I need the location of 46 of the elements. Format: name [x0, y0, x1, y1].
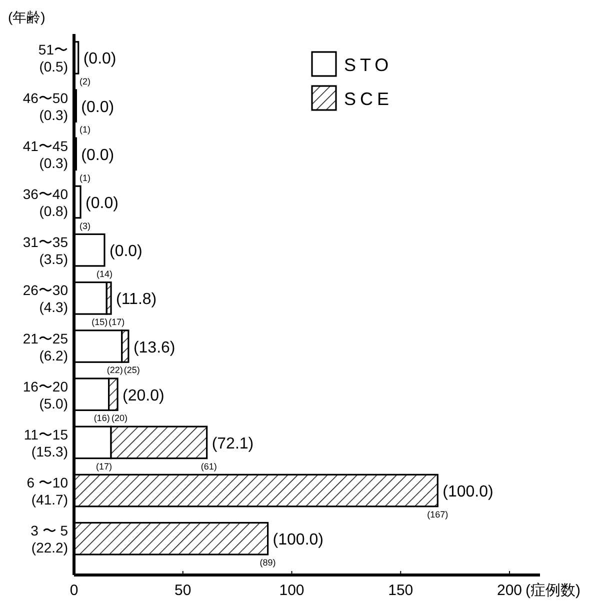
- annotation: (0.0): [109, 243, 142, 260]
- y-tick-label: 36〜40 (0.8): [22, 186, 68, 219]
- total-label: (25): [124, 365, 140, 376]
- total-label: (1): [80, 124, 90, 135]
- data-label: (22): [106, 365, 123, 376]
- total-label: (2): [80, 76, 90, 87]
- data-label: (16): [94, 413, 110, 424]
- annotation: (20.0): [122, 387, 164, 404]
- total-label: (61): [200, 461, 217, 472]
- data-label: (15): [92, 317, 108, 328]
- annotation: (72.1): [212, 435, 254, 452]
- x-axis-title: (症例数): [526, 582, 581, 599]
- total-label: (167): [427, 509, 448, 520]
- total-label: (3): [80, 220, 90, 231]
- annotation: (0.0): [86, 194, 118, 212]
- y-tick-label: 6 〜10 (41.7): [26, 474, 68, 508]
- y-tick-label: 31〜35 (3.5): [22, 234, 68, 268]
- annotation: (100.0): [272, 532, 324, 549]
- total-label: (20): [112, 413, 128, 424]
- total-label: (89): [260, 557, 276, 568]
- total-label: (14): [96, 268, 112, 279]
- y-tick-label: 21〜25 (6.2): [22, 330, 68, 364]
- y-axis-title: (年齢): [8, 9, 46, 25]
- y-tick-label: 26〜30 (4.3): [22, 282, 68, 316]
- x-tick-label: 150: [388, 582, 414, 599]
- y-tick-label: 46〜50 (0.3): [22, 90, 68, 123]
- annotation: (11.8): [116, 291, 157, 308]
- annotation: (0.0): [81, 146, 114, 164]
- total-label: (1): [80, 172, 90, 183]
- y-tick-label: 3 〜 5 (22.2): [30, 522, 68, 556]
- legend-label: SCE: [344, 89, 394, 109]
- annotation: (13.6): [133, 339, 176, 356]
- x-tick-label: 100: [279, 582, 304, 599]
- legend-label: STO: [344, 55, 393, 75]
- x-tick-label: 50: [174, 582, 192, 599]
- x-tick-label: 200: [497, 582, 522, 599]
- data-label: (17): [96, 461, 112, 472]
- y-tick-label: 16〜20 (5.0): [22, 378, 68, 412]
- y-tick-label: 51〜 (0.5): [38, 42, 68, 75]
- y-tick-label: 41〜45 (0.3): [22, 138, 68, 171]
- x-tick-label: 0: [70, 582, 78, 599]
- total-label: (17): [108, 317, 125, 328]
- y-tick-label: 11〜15 (15.3): [24, 426, 68, 460]
- annotation: (100.0): [442, 484, 494, 501]
- annotation: (0.0): [83, 50, 116, 68]
- annotation: (0.0): [81, 98, 114, 116]
